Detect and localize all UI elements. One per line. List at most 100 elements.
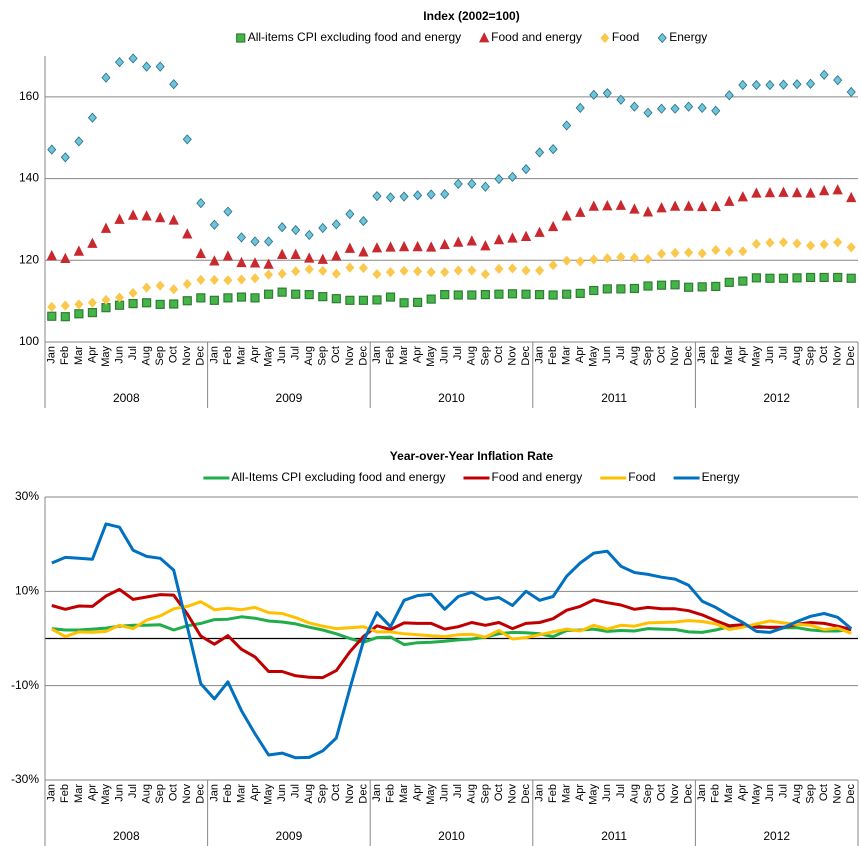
marker [331, 250, 342, 261]
marker [520, 230, 532, 241]
x-tick-label: Jan [533, 784, 545, 802]
marker [413, 266, 423, 277]
x-tick-label: May [588, 346, 600, 367]
marker [169, 299, 179, 309]
marker [602, 200, 613, 211]
marker [846, 273, 856, 283]
legend-label: Food and energy [491, 30, 582, 44]
marker [670, 103, 680, 114]
x-tick-label: Aug [141, 346, 153, 366]
x-tick-label: May [262, 784, 274, 805]
x-tick-label: Nov [832, 346, 844, 366]
x-tick-label: Oct [330, 346, 342, 363]
marker [494, 289, 504, 299]
marker [453, 236, 464, 247]
marker [276, 248, 288, 259]
x-tick-label: Jun [601, 346, 613, 364]
marker [440, 188, 450, 200]
marker [304, 264, 314, 275]
marker [250, 236, 260, 247]
marker [833, 75, 843, 86]
marker [169, 79, 179, 90]
x-tick-label: May [750, 346, 762, 367]
x-tick-label: Apr [737, 346, 749, 363]
marker [684, 101, 694, 112]
x-tick-label: Oct [168, 784, 180, 801]
marker [358, 295, 369, 305]
marker [778, 237, 789, 248]
marker [466, 235, 477, 246]
x-tick-label: Dec [195, 784, 207, 804]
x-tick-label: Feb [384, 784, 396, 803]
marker [724, 195, 735, 206]
marker [751, 238, 761, 250]
x-tick-label: Jul [127, 346, 139, 360]
marker [494, 173, 504, 185]
chart-title: Index (2002=100) [423, 9, 519, 23]
marker [535, 147, 545, 158]
marker [832, 184, 843, 195]
legend-item: Food [600, 470, 656, 484]
x-tick-label: Feb [710, 346, 722, 365]
marker [399, 265, 409, 277]
marker [426, 294, 436, 304]
legend-swatch [236, 33, 246, 43]
x-tick-label: Jul [452, 784, 464, 798]
line [51, 522, 853, 760]
y-tick-label: 10% [15, 584, 39, 598]
marker [222, 250, 234, 261]
marker [440, 290, 450, 300]
x-tick-label: Sep [479, 346, 491, 366]
legend-item: Food and energy [463, 470, 582, 484]
marker [629, 252, 639, 263]
series [47, 53, 856, 247]
line [51, 615, 852, 647]
x-tick-label: Dec [845, 784, 857, 804]
x-tick-label: Nov [344, 346, 356, 366]
marker [60, 152, 70, 163]
marker [643, 253, 653, 265]
marker [819, 239, 829, 250]
marker [317, 253, 328, 264]
marker [833, 237, 843, 248]
x-tick-label: Apr [412, 346, 424, 363]
marker [764, 186, 776, 198]
marker [142, 61, 152, 72]
x-tick-label: Dec [520, 784, 532, 804]
marker [291, 289, 301, 299]
marker [413, 297, 423, 307]
x-tick-label: Oct [330, 784, 342, 801]
marker [616, 251, 626, 263]
marker [670, 280, 680, 290]
marker [399, 298, 409, 308]
marker [318, 292, 328, 302]
x-tick-label: Apr [249, 346, 261, 363]
x-tick-label: May [100, 784, 112, 805]
x-tick-label: Apr [249, 784, 261, 801]
marker [833, 272, 843, 283]
marker [249, 257, 261, 268]
marker [385, 241, 396, 252]
x-tick-label: Jan [696, 784, 708, 802]
marker [453, 265, 463, 276]
x-tick-label: Nov [506, 346, 518, 366]
marker [114, 213, 125, 224]
x-tick-label: Sep [479, 784, 491, 804]
marker [792, 273, 802, 283]
marker [47, 301, 57, 312]
x-tick-label: Aug [466, 784, 478, 804]
marker [182, 278, 192, 290]
marker [670, 247, 680, 259]
marker [209, 274, 219, 285]
x-tick-label: Aug [791, 346, 803, 366]
marker [616, 94, 626, 105]
marker [155, 299, 165, 310]
marker [413, 190, 423, 201]
x-tick-label: Feb [547, 784, 559, 803]
marker [642, 206, 654, 217]
marker [656, 103, 667, 114]
marker [385, 292, 396, 302]
marker [87, 112, 97, 123]
marker [805, 187, 816, 198]
